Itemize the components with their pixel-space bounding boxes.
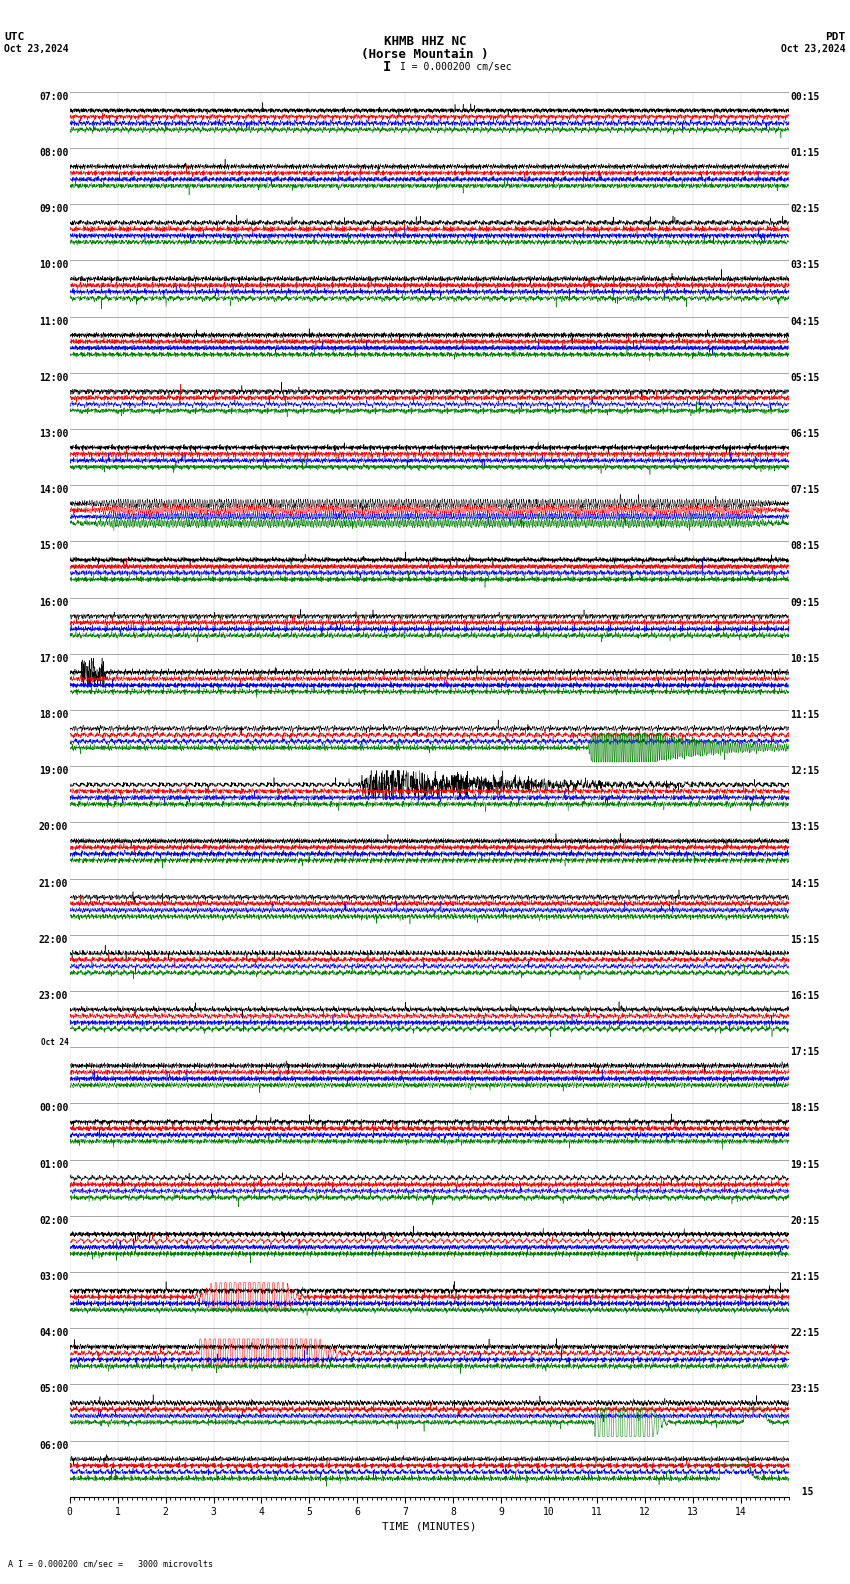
Text: I = 0.000200 cm/sec: I = 0.000200 cm/sec [400, 62, 511, 71]
Text: (Horse Mountain ): (Horse Mountain ) [361, 48, 489, 60]
Text: 19:00: 19:00 [39, 767, 68, 776]
Text: KHMB HHZ NC: KHMB HHZ NC [383, 35, 467, 48]
Text: 18:15: 18:15 [790, 1104, 819, 1114]
Text: 10:00: 10:00 [39, 260, 68, 271]
Text: 16:15: 16:15 [790, 992, 819, 1001]
Text: 17:15: 17:15 [790, 1047, 819, 1057]
Text: 23:15: 23:15 [790, 1384, 819, 1394]
X-axis label: TIME (MINUTES): TIME (MINUTES) [382, 1522, 477, 1532]
Text: 23:00: 23:00 [39, 992, 68, 1001]
Text: 05:15: 05:15 [790, 372, 819, 383]
Text: 12:00: 12:00 [39, 372, 68, 383]
Text: 21:15: 21:15 [790, 1272, 819, 1281]
Text: 03:00: 03:00 [39, 1272, 68, 1281]
Text: 00:00: 00:00 [39, 1104, 68, 1114]
Text: 07:15: 07:15 [790, 485, 819, 496]
Text: 17:00: 17:00 [39, 654, 68, 664]
Text: I: I [382, 60, 391, 74]
Text: Oct 23,2024: Oct 23,2024 [4, 44, 69, 54]
Text: 16:00: 16:00 [39, 597, 68, 608]
Text: 11:15: 11:15 [790, 710, 819, 721]
Text: 07:00: 07:00 [39, 92, 68, 101]
Text: 11:00: 11:00 [39, 317, 68, 326]
Text: 06:00: 06:00 [39, 1441, 68, 1451]
Text: 22:00: 22:00 [39, 935, 68, 946]
Text: 04:00: 04:00 [39, 1329, 68, 1338]
Text: 08:00: 08:00 [39, 147, 68, 158]
Text: 12:15: 12:15 [790, 767, 819, 776]
Text: 20:15: 20:15 [790, 1217, 819, 1226]
Text: 15: 15 [790, 1487, 813, 1497]
Text: 02:15: 02:15 [790, 204, 819, 214]
Text: 21:00: 21:00 [39, 879, 68, 889]
Text: 09:00: 09:00 [39, 204, 68, 214]
Text: 14:00: 14:00 [39, 485, 68, 496]
Text: 22:15: 22:15 [790, 1329, 819, 1338]
Text: 13:15: 13:15 [790, 822, 819, 833]
Text: A I = 0.000200 cm/sec =   3000 microvolts: A I = 0.000200 cm/sec = 3000 microvolts [8, 1559, 213, 1568]
Text: 00:15: 00:15 [790, 92, 819, 101]
Text: 01:00: 01:00 [39, 1159, 68, 1169]
Text: 20:00: 20:00 [39, 822, 68, 833]
Text: 10:15: 10:15 [790, 654, 819, 664]
Text: UTC: UTC [4, 32, 25, 41]
Text: 14:15: 14:15 [790, 879, 819, 889]
Text: 02:00: 02:00 [39, 1217, 68, 1226]
Text: Oct 23,2024: Oct 23,2024 [781, 44, 846, 54]
Text: 03:15: 03:15 [790, 260, 819, 271]
Text: 13:00: 13:00 [39, 429, 68, 439]
Text: PDT: PDT [825, 32, 846, 41]
Text: 18:00: 18:00 [39, 710, 68, 721]
Text: 01:15: 01:15 [790, 147, 819, 158]
Text: 09:15: 09:15 [790, 597, 819, 608]
Text: Oct 24: Oct 24 [41, 1038, 68, 1047]
Text: 08:15: 08:15 [790, 542, 819, 551]
Text: 04:15: 04:15 [790, 317, 819, 326]
Text: 19:15: 19:15 [790, 1159, 819, 1169]
Text: 06:15: 06:15 [790, 429, 819, 439]
Text: 05:00: 05:00 [39, 1384, 68, 1394]
Text: 15:00: 15:00 [39, 542, 68, 551]
Text: 15:15: 15:15 [790, 935, 819, 946]
